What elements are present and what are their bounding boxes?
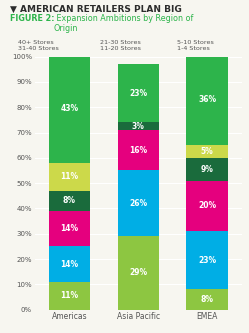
Text: 20%: 20% xyxy=(198,201,216,210)
Bar xyxy=(49,282,90,310)
Text: 8%: 8% xyxy=(201,295,214,304)
Text: 43%: 43% xyxy=(60,104,78,113)
Text: 23%: 23% xyxy=(129,89,147,98)
Text: 11%: 11% xyxy=(60,172,78,181)
Text: 1-4 Stores: 1-4 Stores xyxy=(177,46,210,52)
Text: 16%: 16% xyxy=(129,146,147,155)
Text: 29%: 29% xyxy=(129,268,147,277)
Bar xyxy=(187,289,228,310)
Text: FIGURE 2:: FIGURE 2: xyxy=(10,14,55,23)
Bar xyxy=(118,236,159,310)
Bar xyxy=(49,163,90,191)
Text: 40+ Stores: 40+ Stores xyxy=(18,40,54,45)
Text: 11-20 Stores: 11-20 Stores xyxy=(100,46,141,52)
Bar xyxy=(118,170,159,236)
Bar xyxy=(49,246,90,282)
Text: 26%: 26% xyxy=(129,199,147,208)
Text: 31-40 Stores: 31-40 Stores xyxy=(18,46,59,52)
Bar xyxy=(49,211,90,246)
Text: 9%: 9% xyxy=(201,165,214,174)
Text: 21-30 Stores: 21-30 Stores xyxy=(100,40,141,45)
Bar xyxy=(187,231,228,289)
Bar xyxy=(118,130,159,170)
Text: 14%: 14% xyxy=(60,224,78,233)
Bar xyxy=(187,180,228,231)
Text: 8%: 8% xyxy=(63,196,76,205)
Bar xyxy=(187,54,228,145)
Bar xyxy=(118,123,159,130)
Text: 5-10 Stores: 5-10 Stores xyxy=(177,40,214,45)
Bar xyxy=(187,145,228,158)
Bar xyxy=(49,54,90,163)
Text: 14%: 14% xyxy=(60,260,78,269)
Bar xyxy=(118,64,159,123)
Bar xyxy=(49,191,90,211)
Text: ▼ AMERICAN RETAILERS PLAN BIG: ▼ AMERICAN RETAILERS PLAN BIG xyxy=(10,5,182,14)
Text: 3%: 3% xyxy=(132,122,145,131)
Text: 5%: 5% xyxy=(201,147,213,156)
Text: 23%: 23% xyxy=(198,256,216,265)
Text: 11%: 11% xyxy=(60,291,78,300)
Bar xyxy=(187,158,228,180)
Text: 36%: 36% xyxy=(198,95,216,104)
Text: Expansion Ambitions by Region of
Origin: Expansion Ambitions by Region of Origin xyxy=(54,14,193,33)
